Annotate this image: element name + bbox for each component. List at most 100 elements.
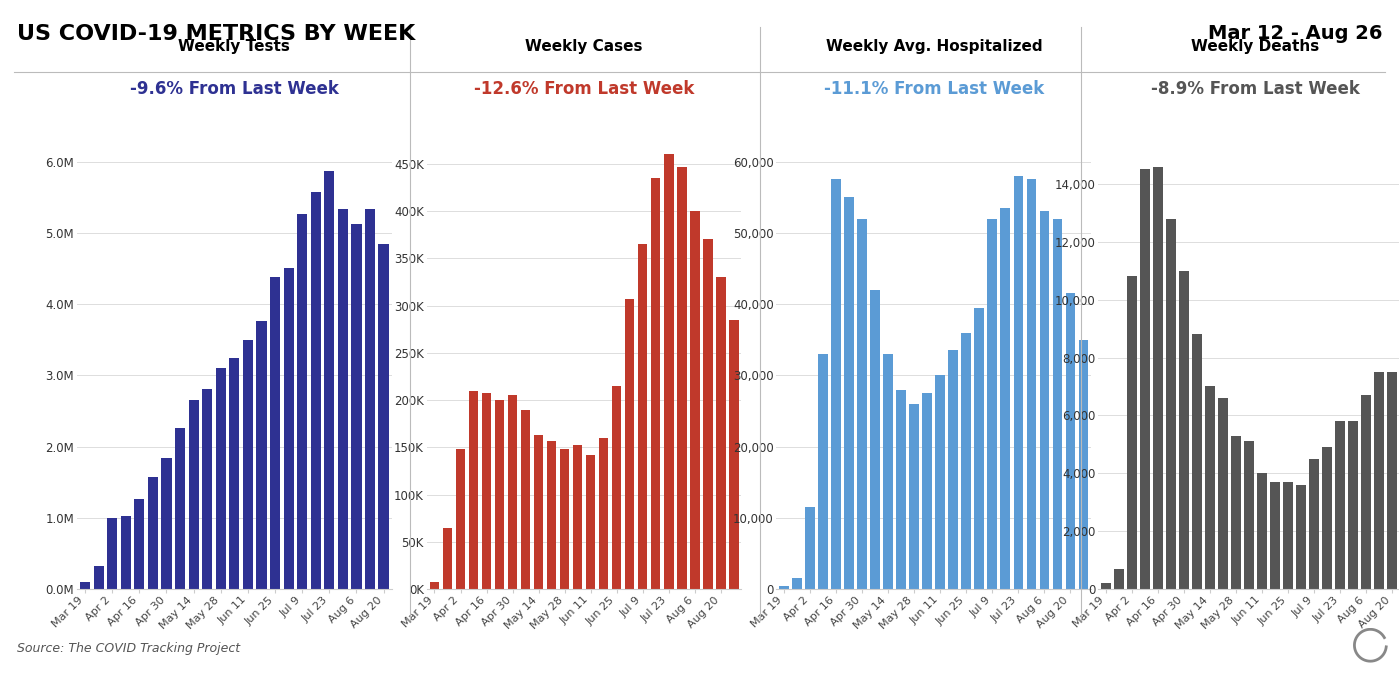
Bar [161, 458, 172, 589]
Bar [702, 240, 712, 589]
Bar [716, 277, 726, 589]
Bar [1000, 208, 1010, 589]
Bar [909, 404, 919, 589]
Text: -9.6% From Last Week: -9.6% From Last Week [130, 80, 339, 98]
Text: Mar 12 - Aug 26: Mar 12 - Aug 26 [1207, 24, 1382, 43]
Bar [729, 319, 739, 589]
Bar [1205, 387, 1214, 589]
Bar [1101, 583, 1111, 589]
Bar [1179, 270, 1189, 589]
Bar [520, 409, 530, 589]
Bar [1039, 212, 1049, 589]
Bar [677, 167, 687, 589]
Bar [469, 391, 478, 589]
Bar [1258, 473, 1267, 589]
Bar [297, 214, 308, 589]
Bar [1192, 334, 1202, 589]
Bar [508, 396, 518, 589]
Bar [134, 499, 144, 589]
Bar [337, 209, 348, 589]
Bar [1219, 398, 1228, 589]
Bar [897, 390, 907, 589]
Bar [1231, 436, 1241, 589]
Bar [1361, 395, 1371, 589]
Bar [379, 244, 389, 589]
Bar [1167, 219, 1177, 589]
Bar [201, 389, 213, 589]
Text: Weekly Cases: Weekly Cases [526, 39, 642, 54]
Bar [256, 321, 267, 589]
Bar [611, 386, 621, 589]
Bar [1349, 421, 1358, 589]
Text: US COVID-19 METRICS BY WEEK: US COVID-19 METRICS BY WEEK [17, 24, 416, 44]
Bar [311, 191, 320, 589]
Bar [599, 438, 609, 589]
Bar [831, 179, 841, 589]
Bar [547, 441, 557, 589]
Bar [175, 428, 185, 589]
Bar [949, 351, 958, 589]
Bar [1066, 294, 1076, 589]
Bar [975, 308, 985, 589]
Bar [215, 368, 225, 589]
Bar [586, 455, 596, 589]
Bar [883, 354, 893, 589]
Bar [495, 400, 505, 589]
Bar [1013, 176, 1023, 589]
Text: Weekly Avg. Hospitalized: Weekly Avg. Hospitalized [825, 39, 1042, 54]
Bar [229, 358, 239, 589]
Bar [961, 332, 971, 589]
Bar [572, 445, 582, 589]
Bar [663, 155, 673, 589]
Bar [456, 449, 466, 589]
Bar [1079, 340, 1088, 589]
Bar [1374, 372, 1384, 589]
Bar [651, 178, 660, 589]
Bar [988, 219, 997, 589]
Bar [429, 582, 439, 589]
Bar [1335, 421, 1344, 589]
Bar [1322, 447, 1332, 589]
Bar [365, 208, 375, 589]
Text: Weekly Tests: Weekly Tests [179, 39, 290, 54]
Bar [481, 394, 491, 589]
Bar [442, 528, 452, 589]
Bar [1388, 372, 1398, 589]
Bar [94, 565, 104, 589]
Bar [936, 375, 946, 589]
Text: Source: The COVID Tracking Project: Source: The COVID Tracking Project [17, 642, 239, 655]
Text: -8.9% From Last Week: -8.9% From Last Week [1151, 80, 1360, 98]
Bar [858, 219, 867, 589]
Bar [120, 516, 132, 589]
Bar [243, 340, 253, 589]
Bar [80, 582, 90, 589]
Text: -12.6% From Last Week: -12.6% From Last Week [474, 80, 694, 98]
Bar [870, 290, 880, 589]
Bar [1153, 167, 1163, 589]
Bar [1309, 459, 1319, 589]
Text: Weekly Deaths: Weekly Deaths [1192, 39, 1319, 54]
Bar [779, 586, 789, 589]
Bar [1270, 482, 1280, 589]
Bar [1283, 482, 1293, 589]
Bar [148, 477, 158, 589]
Bar [533, 435, 543, 589]
Bar [284, 268, 294, 589]
Bar [1114, 569, 1123, 589]
Bar [625, 299, 635, 589]
Bar [1297, 485, 1307, 589]
Bar [108, 518, 118, 589]
Text: -11.1% From Last Week: -11.1% From Last Week [824, 80, 1044, 98]
Bar [1128, 276, 1137, 589]
Bar [1027, 179, 1037, 589]
Bar [690, 211, 700, 589]
Bar [560, 449, 569, 589]
Bar [806, 507, 816, 589]
Bar [325, 171, 334, 589]
Bar [792, 578, 802, 589]
Bar [638, 244, 648, 589]
Bar [845, 197, 855, 589]
Bar [1140, 170, 1150, 589]
Bar [1052, 219, 1062, 589]
Bar [189, 400, 199, 589]
